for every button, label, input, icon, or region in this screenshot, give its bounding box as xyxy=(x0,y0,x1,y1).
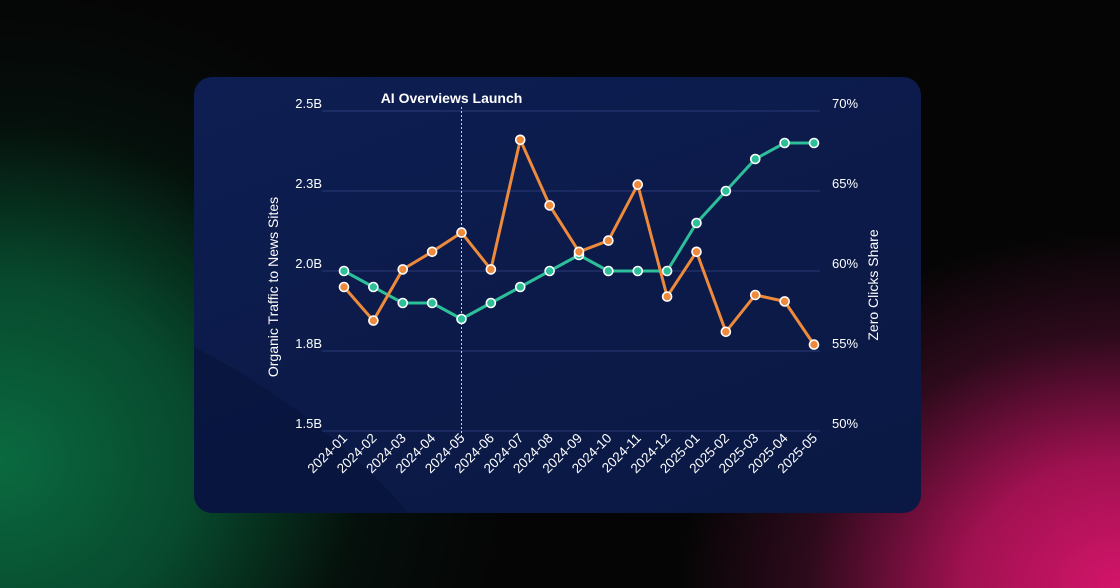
left-tick-label: 2.0B xyxy=(295,256,322,271)
traffic-point xyxy=(779,137,790,149)
traffic-point xyxy=(661,265,673,277)
left-axis-title: Organic Traffic to News Sites xyxy=(265,197,281,377)
zero-clicks-point xyxy=(456,227,467,238)
traffic-point xyxy=(514,281,526,293)
zero-clicks-point xyxy=(514,134,526,146)
right-tick-label: 65% xyxy=(832,176,858,191)
traffic-point xyxy=(808,137,820,149)
left-axis-ticks: 1.5B 1.8B 2.0B 2.3B 2.5B xyxy=(295,96,322,431)
series-lines xyxy=(338,134,820,350)
x-axis-ticks: 2024-012024-022024-032024-042024-052024-… xyxy=(304,430,820,476)
traffic-point xyxy=(603,265,614,277)
zero-clicks-point xyxy=(368,315,379,326)
zero-clicks-point xyxy=(749,289,761,301)
right-tick-label: 50% xyxy=(832,416,858,431)
traffic-point xyxy=(544,265,555,277)
traffic-point xyxy=(720,185,732,197)
traffic-point xyxy=(485,297,497,309)
left-tick-label: 2.5B xyxy=(295,96,322,111)
right-axis-title: Zero Clicks Share xyxy=(865,229,881,340)
zero-clicks-point xyxy=(808,339,820,350)
traffic-point xyxy=(426,297,438,309)
zero-clicks-point xyxy=(573,246,585,258)
zero-clicks-point xyxy=(661,291,673,302)
traffic-point xyxy=(456,313,467,325)
zero-clicks-point xyxy=(720,326,732,338)
zero-clicks-point xyxy=(603,235,614,246)
left-tick-label: 2.3B xyxy=(295,176,322,191)
traffic-point xyxy=(397,297,409,309)
traffic-point xyxy=(338,265,350,277)
zero-clicks-point xyxy=(485,264,497,275)
right-axis-ticks: 50% 55% 60% 65% 70% xyxy=(832,96,858,431)
zero-clicks-point xyxy=(691,246,702,258)
left-tick-label: 1.8B xyxy=(295,336,322,351)
left-tick-label: 1.5B xyxy=(295,416,322,431)
traffic-point xyxy=(749,153,761,165)
right-tick-label: 55% xyxy=(832,336,858,351)
traffic-line xyxy=(343,141,814,321)
zero-clicks-point xyxy=(397,264,409,275)
zero-clicks-series xyxy=(338,134,820,350)
chart-card: AI Overviews Launch 1.5B 1.8B 2.0B 2.3B 2.5B… xyxy=(194,77,921,513)
traffic-point xyxy=(368,281,379,293)
zero-clicks-point xyxy=(338,281,350,293)
traffic-series xyxy=(338,137,820,325)
zero-clicks-point xyxy=(632,179,644,190)
zero-clicks-point xyxy=(544,200,555,211)
launch-annotation: AI Overviews Launch xyxy=(381,90,523,439)
right-tick-label: 60% xyxy=(832,256,858,271)
traffic-point xyxy=(632,265,644,277)
zero-clicks-point xyxy=(779,296,790,307)
annotation-label: AI Overviews Launch xyxy=(381,90,523,106)
gridlines xyxy=(322,110,820,432)
zero-clicks-point xyxy=(426,246,438,258)
dual-axis-line-chart: AI Overviews Launch 1.5B 1.8B 2.0B 2.3B 2.5B… xyxy=(194,90,881,513)
right-tick-label: 70% xyxy=(832,96,858,111)
traffic-point xyxy=(691,217,702,229)
